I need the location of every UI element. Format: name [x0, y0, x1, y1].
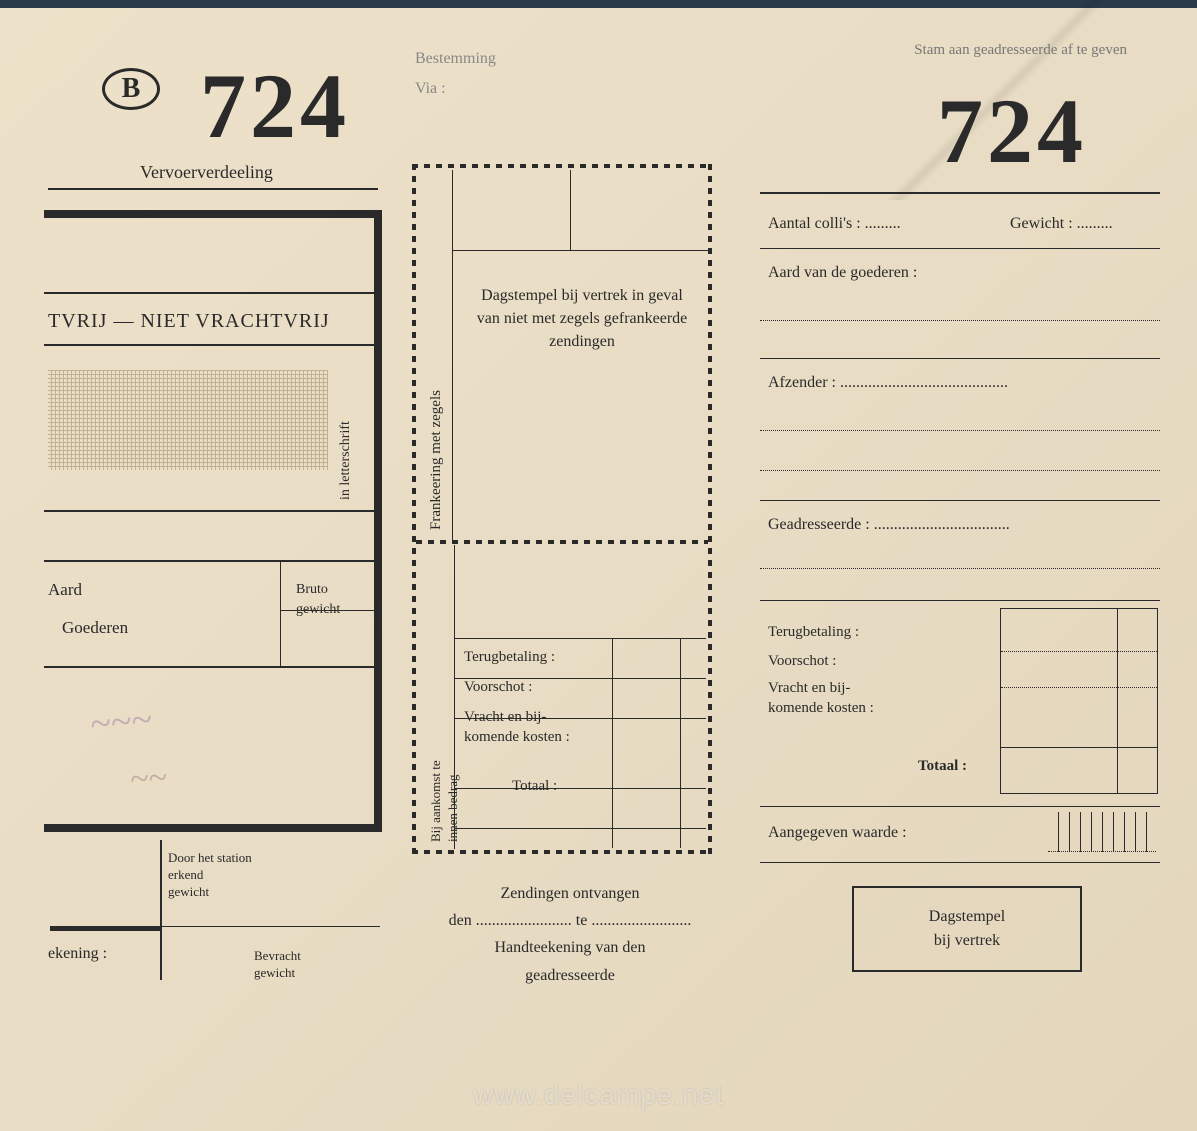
center-col-line-1 — [612, 638, 613, 848]
aankomst-line — [454, 545, 455, 849]
thick-border-top — [44, 210, 382, 218]
vervoer-label: Vervoerverdeeling — [140, 162, 273, 183]
aard-border-top — [44, 560, 376, 562]
aard-label: Aard — [48, 580, 128, 600]
mid-divider — [44, 510, 376, 512]
frankeering-line — [452, 170, 453, 540]
aantal-label: Aantal colli's : ......... — [768, 215, 901, 233]
aangegeven-label: Aangegeven waarde : — [768, 824, 907, 842]
center-mid-dashed — [416, 540, 708, 544]
form-number-left: 724 — [200, 60, 350, 152]
zendingen-den: den ........................ te ........… — [430, 907, 710, 934]
aangegeven-cells — [1048, 812, 1156, 852]
right-dotted-3 — [760, 470, 1160, 471]
bevracht-label: Bevracht gewicht — [254, 948, 301, 982]
center-col-line-2 — [680, 638, 681, 848]
railway-form-document: B 724 724 Bestemming Via : Stam aan gead… — [0, 0, 1197, 1131]
station-text: Door het station erkend gewicht — [160, 846, 380, 905]
afzender-label: Afzender : .............................… — [768, 374, 1008, 392]
hatched-fill-area — [48, 370, 328, 470]
right-totaal: Totaal : — [918, 758, 967, 775]
top-bar — [0, 0, 1197, 8]
center-row-line-5 — [454, 828, 706, 829]
vervoer-underline — [48, 188, 378, 190]
aard-goederen-label: Aard van de goederen : — [768, 264, 917, 282]
right-divider-5 — [760, 806, 1160, 807]
right-dotted-1 — [760, 320, 1160, 321]
right-divider-3 — [760, 500, 1160, 501]
right-divider-1 — [760, 248, 1160, 249]
right-terugbox: Terugbetaling : Voorschot : Vracht en bi… — [768, 618, 874, 718]
center-terugbetaling: Terugbetaling : — [464, 642, 570, 672]
right-vracht: Vracht en bij- komende kosten : — [768, 679, 874, 718]
right-top-line — [760, 192, 1160, 194]
grid-vert — [1117, 609, 1118, 793]
ink-scribble-1: ~~~ — [88, 697, 153, 746]
thick-border-right — [374, 210, 382, 830]
slam-text: Stam aan geadresseerde af te geven — [914, 42, 1127, 59]
ink-scribble-2: ~~ — [129, 759, 168, 799]
right-dotted-4 — [760, 568, 1160, 569]
grid-h3 — [1001, 747, 1157, 748]
center-totaal: Totaal : — [512, 771, 570, 801]
thick-border-bottom — [44, 824, 382, 832]
frankeering-label: Frankeering met zegels — [428, 190, 445, 530]
center-top-vert — [570, 170, 571, 250]
zendingen-section: Zendingen ontvangen den ................… — [430, 880, 710, 989]
center-row-line-1 — [454, 638, 706, 639]
logo-letter: B — [122, 73, 141, 105]
center-fields: Terugbetaling : Voorschot : Vracht en bi… — [464, 642, 570, 801]
grid-h2 — [1001, 687, 1157, 688]
dagstempel-box: Dagstempel bij vertrek — [852, 886, 1082, 972]
form-number-right: 724 — [937, 78, 1087, 184]
geadresseerde-label: Geadresseerde : ........................… — [768, 516, 1010, 534]
watermark: www.delcampe.net — [0, 1079, 1197, 1111]
gewicht-label: Gewicht : ......... — [1010, 215, 1113, 233]
via-label: Via : — [415, 80, 496, 98]
aard-border-bottom — [44, 666, 376, 668]
station-section: Door het station erkend gewicht — [160, 846, 380, 905]
tvrij-line-bottom — [44, 344, 376, 346]
center-top-divider — [452, 250, 708, 251]
center-voorschot: Voorschot : — [464, 672, 570, 702]
right-divider-6 — [760, 862, 1160, 863]
ekening-label: ekening : — [48, 945, 107, 963]
right-dotted-2 — [760, 430, 1160, 431]
bestemming-section: Bestemming Via : — [415, 50, 496, 110]
station-mid-line — [160, 926, 380, 927]
right-divider-4 — [760, 600, 1160, 601]
aard-section: Aard Goederen — [48, 580, 128, 638]
aard-vertical-line — [280, 560, 281, 666]
tvrij-label: TVRIJ — NIET VRACHTVRIJ — [48, 310, 330, 333]
dagstempel-vertrek-text: Dagstempel bij vertrek in geval van niet… — [472, 284, 692, 354]
goederen-label: Goederen — [62, 618, 128, 638]
aangegeven-grid — [1048, 812, 1156, 852]
zendingen-title: Zendingen ontvangen — [430, 880, 710, 907]
bestemming-label: Bestemming — [415, 50, 496, 68]
tvrij-line-top — [44, 292, 376, 294]
right-terugbetaling: Terugbetaling : — [768, 618, 874, 647]
right-divider-2 — [760, 358, 1160, 359]
railway-logo: B — [102, 68, 160, 110]
center-vracht: Vracht en bij- komende kosten : — [464, 708, 570, 747]
dagstempel-box-text: Dagstempel bij vertrek — [929, 905, 1005, 953]
letterschrift-label: in letterschrift — [338, 370, 354, 500]
grid-h1 — [1001, 651, 1157, 652]
bruto-label: Bruto gewicht — [296, 580, 340, 619]
ekening-underline — [50, 926, 160, 931]
zendingen-handteekening: Handteekening van den geadresseerde — [430, 934, 710, 988]
aankomst-label: Bij aankomst te innen bedrag — [428, 562, 462, 842]
right-voorschot: Voorschot : — [768, 647, 874, 676]
right-amount-grid — [1000, 608, 1158, 794]
